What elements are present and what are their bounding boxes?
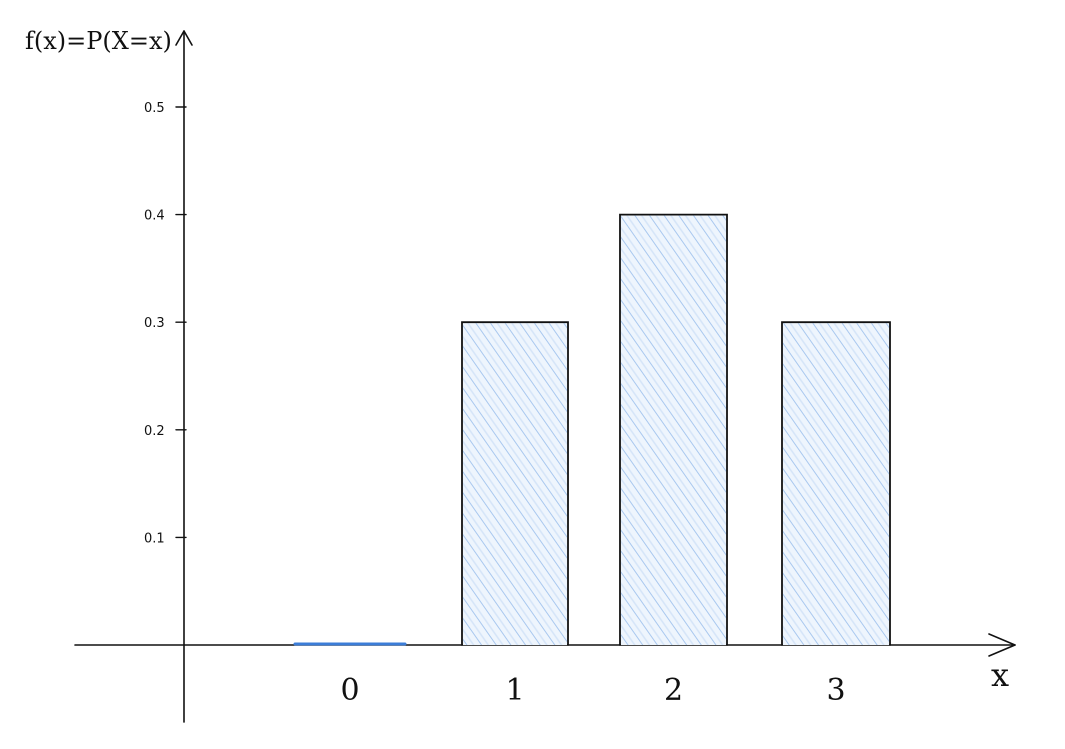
y-ticks: 0.1 0.2 0.3 0.4 0.5 bbox=[144, 101, 187, 546]
x-axis-arrow bbox=[988, 633, 1016, 657]
y-axis-arrow bbox=[175, 30, 193, 46]
y-axis-title: f(x)=P(X=x) bbox=[25, 27, 172, 55]
bar-2 bbox=[619, 213, 728, 646]
y-tick-label: 0.1 bbox=[144, 531, 165, 546]
x-tick-label: 0 bbox=[340, 673, 359, 708]
y-tick-label: 0.3 bbox=[144, 316, 165, 331]
bar-1 bbox=[461, 321, 569, 646]
x-tick-label: 1 bbox=[505, 673, 524, 708]
y-tick-label: 0.5 bbox=[144, 101, 165, 116]
y-tick-label: 0.4 bbox=[144, 209, 165, 224]
bar-fill bbox=[621, 215, 726, 645]
bar-3 bbox=[781, 321, 891, 646]
x-ticks: 0 1 2 3 bbox=[340, 673, 845, 708]
y-tick-label: 0.2 bbox=[144, 424, 165, 439]
x-axis-title: x bbox=[991, 656, 1009, 694]
x-tick-label: 2 bbox=[664, 673, 683, 708]
bars bbox=[293, 213, 891, 646]
bar-fill bbox=[463, 323, 567, 645]
bar-outline bbox=[619, 213, 728, 646]
bar-outline bbox=[781, 321, 891, 646]
bar-fill bbox=[783, 323, 889, 645]
x-tick-label: 3 bbox=[826, 673, 845, 708]
bar-outline bbox=[461, 321, 569, 646]
